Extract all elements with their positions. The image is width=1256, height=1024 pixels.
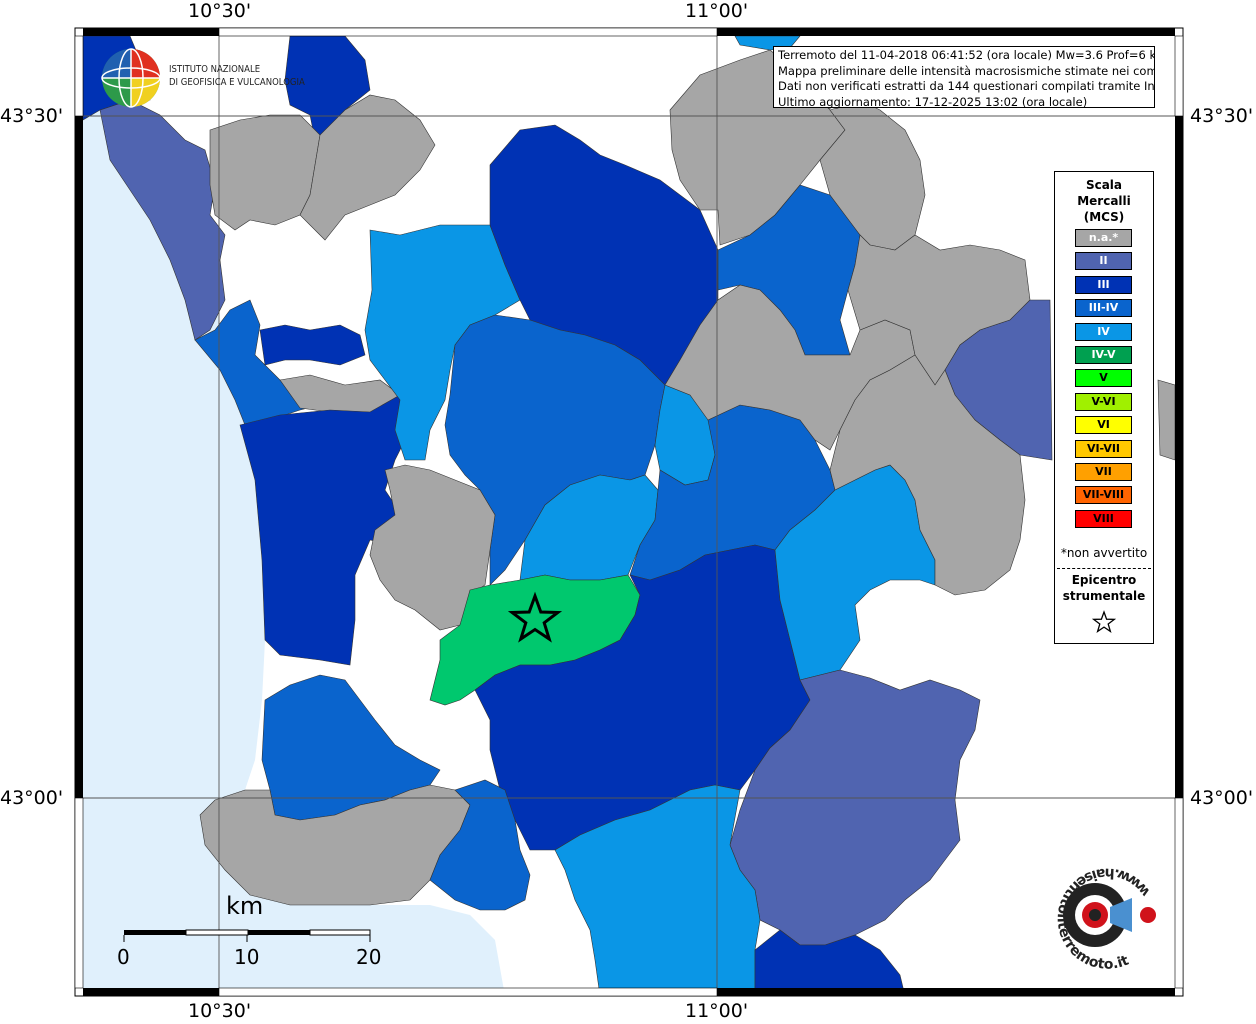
legend-swatch-1: II	[1075, 252, 1132, 271]
lon-label-bottom-2: 11°00'	[685, 1000, 749, 1022]
lat-label-right-2: 43°00'	[1190, 787, 1254, 809]
hsit-logo-icon	[1063, 883, 1156, 947]
info-box: Terremoto del 11-04-2018 06:41:52 (ora l…	[773, 46, 1155, 109]
legend-swatch-3: III-IV	[1075, 299, 1132, 318]
svg-text:www.haisentitoilterremoto.it: www.haisentitoilterremoto.it	[1054, 865, 1154, 973]
municipalities	[82, 35, 1176, 997]
legend-swatch-5: IV-V	[1075, 345, 1132, 364]
legend-swatch-7: V-VI	[1075, 392, 1132, 411]
graticule	[75, 28, 1183, 996]
scale-tick-10: 10	[234, 945, 260, 969]
info-line-1: Terremoto del 11-04-2018 06:41:52 (ora l…	[778, 48, 1154, 62]
lat-label-left-2: 43°00'	[0, 787, 64, 809]
municipality-grey-n2	[299, 94, 436, 241]
info-line-2: Mappa preliminare delle intensità macros…	[778, 63, 1154, 78]
ingv-logo-icon	[101, 48, 161, 108]
scale-tick-20: 20	[356, 945, 382, 969]
hsit-logo-text: www.haisentitoilterremoto.it	[1054, 865, 1154, 973]
legend-swatch-2: III	[1075, 275, 1132, 294]
epicenter-star-icon	[507, 591, 563, 643]
scale-bar	[123, 929, 371, 942]
info-line-3: Dati non verificati estratti da 144 ques…	[778, 79, 1154, 93]
legend-swatch-10: VII	[1075, 462, 1132, 481]
legend-swatches: n.a.* II III III-IV IV IV-V V V-VI VI VI-VII VII VI…	[1075, 229, 1132, 533]
legend-swatch-4: IV	[1075, 322, 1132, 341]
ingv-line-2: DI GEOFISICA E VULCANOLOGIA	[169, 77, 305, 88]
legend-swatch-11: VII-VIII	[1075, 486, 1132, 505]
legend-star-icon	[1092, 610, 1116, 633]
ingv-line-1: ISTITUTO NAZIONALE	[169, 64, 261, 75]
municipality-nw-coast	[99, 99, 226, 341]
legend-swatch-0: n.a.*	[1075, 229, 1132, 247]
municipality-grey-right-edge	[1157, 379, 1176, 461]
scale-tick-0: 0	[117, 945, 130, 969]
legend-title-line-3: (MCS)	[1083, 210, 1125, 224]
legend-epicenter-line-1: Epicentro	[1071, 573, 1137, 587]
lon-label-bottom-1: 10°30'	[188, 1000, 252, 1022]
legend-swatch-9: VI-VII	[1075, 439, 1132, 458]
legend-epicenter-line-2: strumentale	[1062, 589, 1146, 603]
municipality-iii-iv-sc2	[429, 779, 531, 911]
legend-swatch-8: VI	[1075, 416, 1132, 435]
municipality-grey-e3	[829, 354, 1026, 596]
legend-title-line-2: Mercalli	[1077, 194, 1131, 208]
map-frame	[74, 27, 1184, 997]
legend-title: Scala Mercalli (MCS)	[1055, 177, 1153, 225]
lon-label-top-1: 10°30'	[188, 0, 252, 22]
legend: Scala Mercalli (MCS) n.a.* II III III-IV IV I…	[1054, 171, 1154, 644]
lat-label-left-1: 43°30'	[0, 105, 64, 127]
lat-label-right-1: 43°30'	[1190, 105, 1254, 127]
municipality-iv-south	[554, 784, 761, 997]
legend-swatch-6: V	[1075, 369, 1132, 388]
legend-divider	[1057, 568, 1151, 569]
legend-epicenter-label: Epicentro strumentale	[1055, 572, 1153, 604]
municipality-ii-se	[729, 669, 981, 946]
municipality-coast-3	[259, 324, 366, 366]
info-line-4: Ultimo aggiornamento: 17-12-2025 13:02 (…	[778, 94, 1088, 109]
legend-swatch-12: VIII	[1075, 509, 1132, 528]
scale-unit: km	[226, 892, 264, 920]
legend-na-note: *non avvertito	[1060, 546, 1148, 560]
legend-title-line-1: Scala	[1085, 178, 1123, 192]
ingv-logo-text: ISTITUTO NAZIONALE DI GEOFISICA E VULCAN…	[169, 63, 305, 89]
hsit-logo-url: www.haisentitoilterremoto.it	[1054, 865, 1154, 973]
lon-label-top-2: 11°00'	[685, 0, 749, 22]
